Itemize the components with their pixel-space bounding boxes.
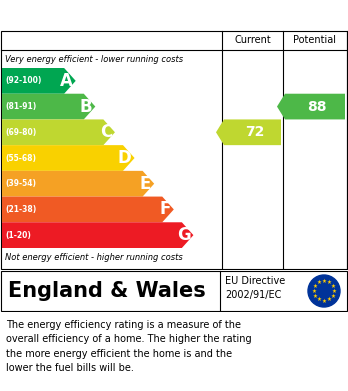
Text: C: C [100, 123, 112, 141]
Text: ★: ★ [326, 280, 331, 285]
Text: E: E [140, 175, 151, 193]
Text: ★: ★ [330, 294, 335, 298]
Text: Potential: Potential [293, 35, 337, 45]
Text: Not energy efficient - higher running costs: Not energy efficient - higher running co… [5, 253, 183, 262]
Text: ★: ★ [326, 297, 331, 302]
Polygon shape [2, 145, 135, 171]
Text: A: A [60, 72, 73, 90]
Text: (39-54): (39-54) [5, 179, 36, 188]
Text: ★: ★ [313, 294, 318, 298]
Polygon shape [2, 119, 115, 145]
Text: ★: ★ [322, 278, 326, 283]
Text: 72: 72 [245, 125, 264, 139]
Text: ★: ★ [322, 298, 326, 303]
Text: B: B [80, 98, 92, 116]
Text: (81-91): (81-91) [5, 102, 36, 111]
Polygon shape [2, 68, 76, 94]
Circle shape [308, 275, 340, 307]
Text: 88: 88 [307, 100, 327, 113]
Text: (92-100): (92-100) [5, 76, 41, 85]
Text: G: G [177, 226, 190, 244]
Text: (69-80): (69-80) [5, 128, 36, 137]
Polygon shape [216, 119, 281, 145]
Text: EU Directive
2002/91/EC: EU Directive 2002/91/EC [225, 276, 285, 300]
Polygon shape [2, 197, 174, 222]
Polygon shape [2, 222, 193, 248]
Text: Very energy efficient - lower running costs: Very energy efficient - lower running co… [5, 55, 183, 64]
Text: ★: ★ [311, 289, 316, 294]
Text: ★: ★ [313, 283, 318, 289]
Text: England & Wales: England & Wales [8, 281, 206, 301]
Text: D: D [118, 149, 132, 167]
Text: (55-68): (55-68) [5, 154, 36, 163]
Text: ★: ★ [317, 280, 322, 285]
Text: ★: ★ [317, 297, 322, 302]
Text: The energy efficiency rating is a measure of the
overall efficiency of a home. T: The energy efficiency rating is a measur… [6, 320, 252, 373]
Text: F: F [159, 201, 171, 219]
Text: (1-20): (1-20) [5, 231, 31, 240]
Text: (21-38): (21-38) [5, 205, 36, 214]
Text: Energy Efficiency Rating: Energy Efficiency Rating [8, 6, 237, 24]
Text: ★: ★ [330, 283, 335, 289]
Polygon shape [277, 94, 345, 119]
Text: Current: Current [234, 35, 271, 45]
Polygon shape [2, 94, 95, 119]
Text: ★: ★ [332, 289, 337, 294]
Polygon shape [2, 171, 154, 197]
